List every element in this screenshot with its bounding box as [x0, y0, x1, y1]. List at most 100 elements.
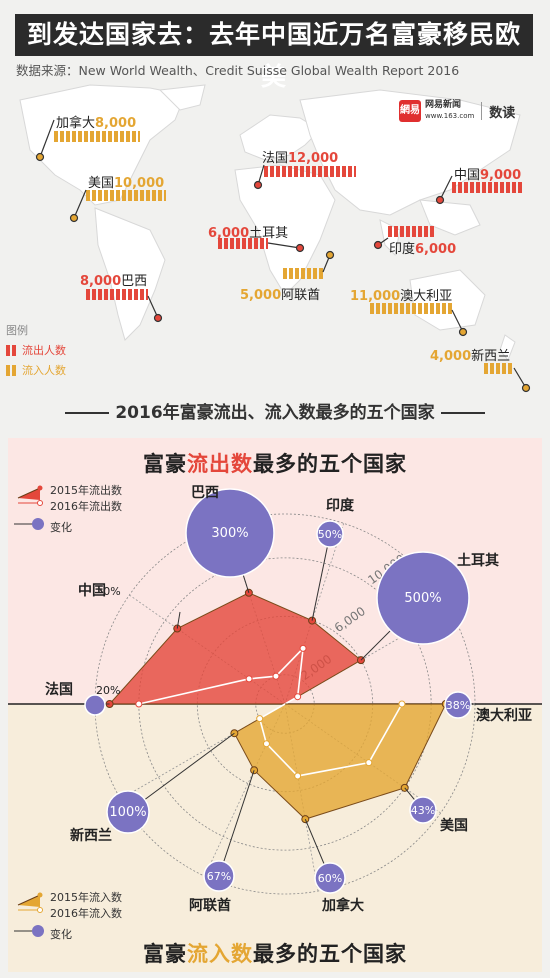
outflow-change-label: 0%	[103, 585, 120, 598]
brand-logo: 網易 网易新闻 www.163.com 数读	[399, 100, 515, 122]
inflow-legend-dot2-icon	[37, 907, 43, 913]
legend-title: 图例	[6, 324, 28, 337]
section-title: 2016年富豪流出、流入数最多的五个国家	[0, 398, 550, 423]
inflow-change-bubble	[314, 862, 346, 894]
outflow-point-2015	[245, 675, 253, 683]
map-label-china: 中国9,000	[454, 168, 522, 183]
logo-divider	[481, 102, 483, 120]
map-bar-brazil	[86, 289, 148, 300]
inflow-legend-line-icon	[17, 894, 41, 906]
outflow-category-label: 中国	[78, 582, 106, 599]
inflow-legend-dot-icon	[37, 892, 43, 898]
inflow-category-label: 阿联酋	[189, 897, 231, 914]
map-label-newzealand: 4,000新西兰	[430, 349, 511, 364]
outflow-point-2015	[294, 693, 302, 701]
legend-change-outflow: 变化	[50, 521, 72, 534]
outflow-change-label: 500%	[404, 591, 441, 606]
outflow-category-label: 土耳其	[457, 552, 499, 569]
map-bar-china	[452, 182, 522, 193]
map-label-usa: 美国10,000	[88, 176, 165, 191]
map-bar-uae	[283, 268, 323, 279]
inflow-change-bubble	[106, 790, 150, 834]
legend-change-inflow: 变化	[50, 928, 72, 941]
inflow-change-bubble	[409, 796, 437, 824]
outflow-change-label: 20%	[96, 684, 120, 697]
legend-inflow: 流入人数	[6, 362, 66, 378]
inflow-change-label: 67%	[207, 870, 231, 883]
axis-tick-label: 6,000	[332, 604, 368, 635]
outflow-category-label: 巴西	[191, 485, 219, 501]
inflow-line-2015	[258, 703, 403, 777]
brand-url: www.163.com	[425, 112, 475, 120]
outflow-point-2015	[135, 700, 143, 708]
map-bar-australia	[370, 303, 452, 314]
legend-2015-outflow: 2015年流出数	[50, 484, 122, 497]
outflow-change-bubble	[84, 694, 106, 716]
inflow-chart-title: 富豪流入数最多的五个国家	[143, 942, 407, 966]
outflow-point-2015	[272, 672, 280, 680]
outflow-category-label: 印度	[326, 497, 355, 514]
inflow-category-label: 加拿大	[321, 897, 364, 914]
map-label-france: 法国12,000	[262, 151, 339, 166]
map-label-brazil: 8,000巴西	[80, 274, 148, 289]
netease-logo-icon: 網易	[399, 100, 421, 122]
outflow-leader	[176, 611, 181, 629]
outflow-change-label: 300%	[211, 526, 248, 541]
legend-2016-outflow: 2016年流出数	[50, 500, 122, 513]
map-label-uae: 5,000阿联酋	[240, 288, 321, 303]
inflow-point-2015	[262, 740, 270, 748]
map-label-australia: 11,000澳大利亚	[350, 289, 453, 304]
outflow-swatch-icon	[6, 344, 17, 356]
map-bar-france	[264, 166, 356, 177]
inflow-category-label: 澳大利亚	[476, 707, 532, 724]
outflow-change-bubble	[185, 488, 275, 578]
inflow-category-label: 美国	[440, 817, 468, 834]
outflow-area-2016	[108, 592, 362, 705]
map-bar-turkey	[218, 238, 268, 249]
page-title: 到发达国家去：去年中国近万名富豪移民欧美	[15, 14, 533, 91]
outflow-leader	[311, 533, 331, 621]
map-label-canada: 加拿大8,000	[56, 116, 137, 131]
outflow-legend-line-icon	[17, 487, 41, 499]
map-bar-canada	[54, 131, 140, 142]
inflow-change-label: 100%	[109, 805, 146, 820]
inflow-change-label: 60%	[318, 872, 342, 885]
partner-logo: 数读	[489, 105, 516, 121]
inflow-legend-change-icon	[32, 925, 44, 937]
map-bar-india	[388, 226, 434, 237]
map-bar-newzealand	[484, 363, 514, 374]
map-legend: 图例 流出人数 流入人数	[6, 322, 66, 378]
inflow-leader	[218, 770, 255, 877]
inflow-point-2015	[398, 700, 406, 708]
world-map	[0, 80, 550, 400]
map-label-india: 印度6,000	[389, 242, 457, 257]
brand-name: 网易新闻	[425, 100, 462, 110]
data-source: 数据来源：New World Wealth、Credit Suisse Glob…	[16, 63, 460, 78]
map-label-turkey: 6,000土耳其	[208, 226, 289, 241]
inflow-change-bubble	[444, 691, 472, 719]
inflow-point-2015	[294, 772, 302, 780]
inflow-swatch-icon	[6, 364, 17, 376]
outflow-legend-change-icon	[32, 518, 44, 530]
inflow-leader	[127, 732, 235, 813]
inflow-category-label: 新西兰	[70, 827, 112, 844]
inflow-point-2015	[365, 759, 373, 767]
outflow-chart-title: 富豪流出数最多的五个国家	[143, 452, 407, 476]
inflow-change-label: 43%	[411, 804, 435, 817]
outflow-change-bubble	[316, 520, 344, 548]
outflow-legend-dot-icon	[37, 485, 43, 491]
world-map-outline	[19, 84, 521, 361]
inflow-point-2015	[256, 715, 264, 723]
legend-outflow: 流出人数	[6, 342, 66, 358]
map-bar-usa	[86, 190, 166, 201]
outflow-point-2015	[299, 644, 307, 652]
outflow-legend-dot2-icon	[37, 500, 43, 506]
inflow-change-bubble	[203, 860, 235, 892]
legend-2015-inflow: 2015年流入数	[50, 891, 122, 904]
outflow-change-label: 50%	[318, 528, 342, 541]
outflow-change-bubble	[376, 551, 470, 645]
legend-2016-inflow: 2016年流入数	[50, 907, 122, 920]
map-pointers	[35, 119, 531, 393]
outflow-category-label: 法国	[45, 681, 73, 698]
